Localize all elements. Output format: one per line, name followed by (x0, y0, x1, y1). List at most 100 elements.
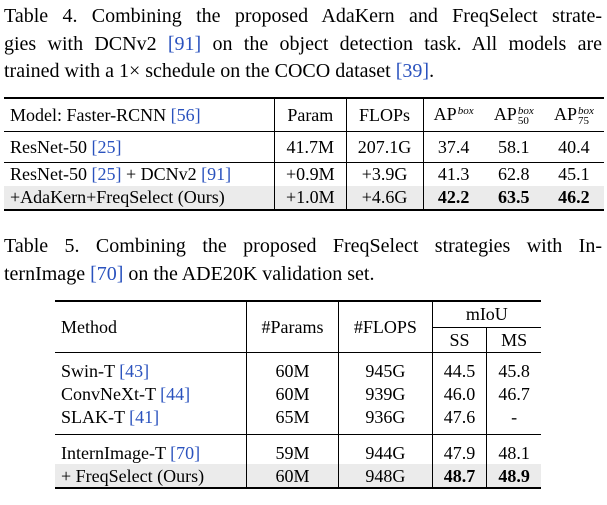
text: 46.7 (498, 383, 530, 404)
row-group: ResNet-50 [25] 41.7M 207.1G 37.4 58.1 40.4 (4, 131, 604, 162)
header-row: Model: Faster-RCNN [56] Param FLOPs AP box A… (4, 98, 604, 131)
cell: +1.0M (274, 185, 347, 210)
table-header: Method #Params #FLOPS mIoU SS MS (55, 301, 541, 353)
cell: SLAK-T [41] (55, 405, 247, 435)
cell: 59M (246, 434, 340, 464)
spacer (458, 116, 474, 126)
text: on the ADE20K validation set. (123, 262, 375, 285)
text: 65M (275, 406, 310, 427)
text: 47.6 (443, 406, 476, 427)
header-cell: Model: Faster-RCNN [56] (4, 98, 276, 131)
cell: 41.7M (274, 131, 347, 162)
text: 37.4 (437, 136, 470, 157)
citation: [41] (129, 406, 160, 427)
row-group: Swin-T [43] 60M 945G 44.5 45.8 ConvNeXt-T [44… (55, 352, 541, 435)
cell: 936G (338, 405, 433, 435)
citation: [43] (119, 360, 150, 381)
cell: +4.6G (346, 185, 424, 210)
header-row: SS MS (55, 327, 541, 353)
text: 60M (275, 465, 310, 486)
text: AP (433, 104, 457, 125)
header-cell: AP box (423, 98, 484, 131)
caption-line: ternImage [70] on the ADE20K validation … (4, 261, 602, 289)
cell: ResNet-50 [25] (4, 131, 276, 162)
cell: 47.9 (432, 434, 488, 464)
header-cell: MS (487, 327, 541, 353)
text: SS (449, 329, 470, 350)
cell: ConvNeXt-T [44] (55, 382, 247, 405)
cell: 60M (246, 464, 340, 488)
text: 41.3 (437, 164, 470, 184)
text: gies with DCNv2 (4, 32, 168, 55)
header-group-cell: mIoU (432, 301, 541, 328)
cell: ResNet-50 [25] + DCNv2 [91] (4, 162, 276, 186)
citation: [25] (91, 164, 122, 184)
text: 44.5 (443, 360, 476, 381)
cell: +AdaKern+FreqSelect (Ours) (4, 185, 276, 210)
text: mIoU (465, 304, 508, 325)
citation: [25] (91, 136, 122, 157)
cell: 65M (246, 405, 340, 435)
text: 48.9 (498, 465, 530, 486)
table-row: ResNet-50 [25] + DCNv2 [91] +0.9M +3.9G 41.… (4, 162, 604, 186)
text: + DCNv2 (121, 164, 202, 184)
citation: [70] (170, 442, 201, 463)
text: #FLOPS (353, 317, 417, 337)
subscript: 50 (517, 115, 529, 128)
cell: 62.8 (484, 162, 544, 186)
text: 45.8 (498, 360, 530, 381)
text: InternImage-T (61, 442, 171, 463)
text: 60M (275, 360, 310, 381)
text: Table 5. Combining the proposed FreqSele… (4, 235, 602, 257)
cell: +0.9M (274, 162, 347, 186)
citation: [39] (395, 60, 430, 82)
cell: 60M (246, 352, 340, 382)
text: + FreqSelect (Ours) (61, 465, 205, 486)
header-cell: AP box 75 (544, 98, 604, 131)
superscript: box (577, 105, 594, 118)
text: ResNet-50 (10, 136, 92, 157)
table-row: ConvNeXt-T [44] 60M 939G 46.0 46.7 (55, 382, 541, 405)
header-cell: AP box 50 (484, 98, 544, 131)
superscript: box (457, 105, 474, 118)
text: 40.4 (558, 136, 590, 157)
text: 63.5 (498, 187, 530, 207)
cell: 48.1 (487, 435, 541, 465)
script-stack: box 75 (577, 105, 594, 128)
cell: - (487, 405, 541, 435)
cell: 42.2 (423, 185, 484, 210)
cell: +3.9G (346, 162, 424, 186)
header-cell: FLOPs (346, 98, 424, 131)
text: +1.0M (285, 187, 335, 207)
citation: [44] (160, 383, 191, 404)
text: ConvNeXt-T (61, 383, 161, 404)
text: AP (553, 104, 577, 125)
table: Model: Faster-RCNN [56] Param FLOPs AP box A… (4, 97, 604, 211)
cell: Swin-T [43] (55, 352, 247, 382)
cell: 46.2 (543, 185, 604, 210)
header-cell: Param (274, 98, 347, 131)
text: on the object detection task. All models… (201, 32, 602, 55)
cell: 60M (246, 382, 340, 405)
citation: [91] (201, 164, 232, 184)
text: 939G (365, 383, 406, 404)
text: SLAK-T (61, 406, 130, 427)
text: FLOPs (359, 104, 411, 125)
script-stack: box (458, 106, 474, 126)
caption: Table 5. Combining the proposed FreqSele… (4, 233, 602, 288)
header-cell: SS (432, 327, 488, 353)
script-stack: box 50 (517, 106, 534, 128)
cell: 948G (338, 464, 433, 488)
header-row: Method #Params #FLOPS mIoU (55, 301, 541, 353)
cell: 207.1G (346, 131, 424, 162)
subscript: 75 (577, 115, 589, 128)
cell: 48.7 (432, 464, 488, 488)
text: 42.2 (437, 187, 470, 207)
text: Param (287, 104, 334, 125)
text: 944G (365, 442, 406, 463)
text: - (511, 406, 518, 427)
table-row: SLAK-T [41] 65M 936G 47.6 - (55, 405, 541, 435)
header-cell: Method (55, 301, 247, 353)
caption-line: Table 4. Combining the proposed AdaKern … (4, 3, 602, 31)
text: #Params (261, 317, 324, 337)
